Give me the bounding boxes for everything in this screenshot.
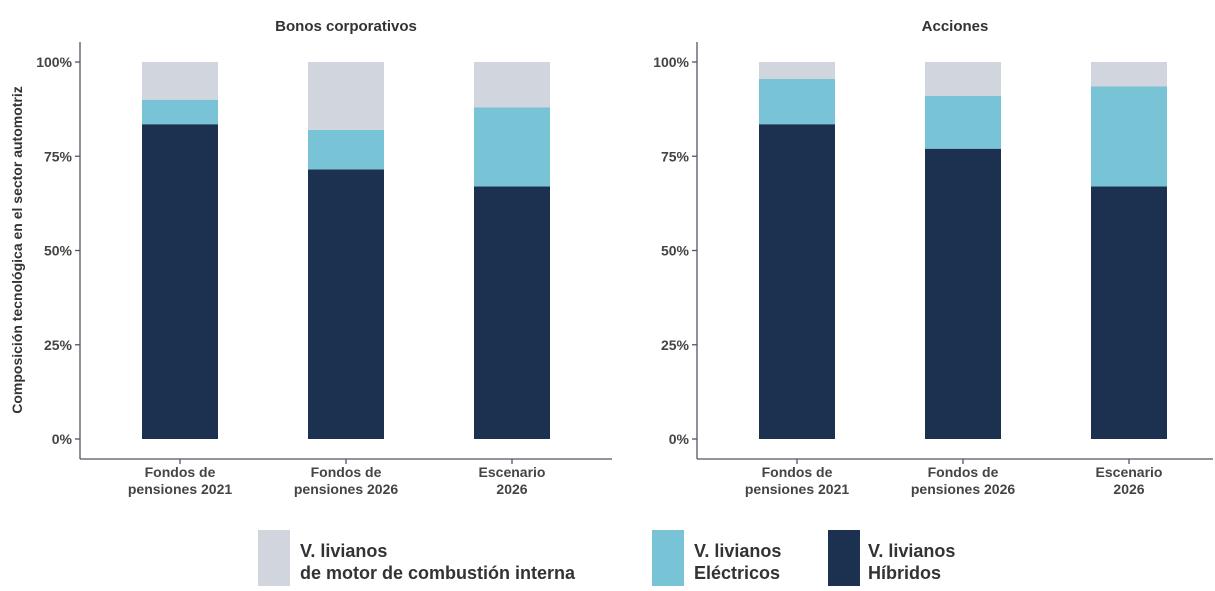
bar-segment [474,62,550,108]
bar-segment [474,107,550,187]
bar-segment [308,62,384,130]
y-tick-label: 75% [661,148,690,164]
bar-segment [1091,62,1167,87]
legend-label: V. livianos Eléctricos [694,541,781,583]
y-tick-label: 100% [36,54,72,70]
bar-segment [759,78,835,125]
bar-segment [759,124,835,439]
bar-segment [308,129,384,170]
y-tick-label: 0% [669,431,690,447]
y-tick-label: 0% [52,431,73,447]
x-tick-label: Fondos de pensiones 2021 [128,464,232,497]
bar-segment [1091,86,1167,187]
bar-segment [925,62,1001,96]
bar-segment [925,148,1001,439]
bar-segment [759,62,835,79]
y-axis-label: Composición tecnológica en el sector aut… [9,86,25,414]
legend-swatch [652,530,684,586]
x-tick-label: Fondos de pensiones 2026 [911,464,1015,497]
y-tick-label: 75% [44,148,73,164]
bar-segment [142,62,218,100]
bar-segment [925,95,1001,149]
y-tick-label: 100% [653,54,689,70]
chart-title: Bonos corporativos [275,18,417,35]
y-tick-label: 50% [661,243,690,259]
bar-segment [1091,186,1167,439]
bar-segment [142,99,218,125]
bar-segment [474,186,550,439]
legend-swatch [828,530,860,586]
bar-segment [308,169,384,439]
y-tick-label: 25% [44,337,73,353]
bar-segment [142,124,218,439]
legend-swatch [258,530,290,586]
x-tick-label: Fondos de pensiones 2026 [294,464,398,497]
legend-label: V. livianos de motor de combustión intern… [300,541,576,583]
x-tick-label: Escenario 2026 [479,464,546,497]
y-tick-label: 25% [661,337,690,353]
x-tick-label: Fondos de pensiones 2021 [745,464,849,497]
x-tick-label: Escenario 2026 [1096,464,1163,497]
chart-title: Acciones [922,18,989,35]
y-tick-label: 50% [44,243,73,259]
legend-label: V. livianos Híbridos [868,541,955,583]
